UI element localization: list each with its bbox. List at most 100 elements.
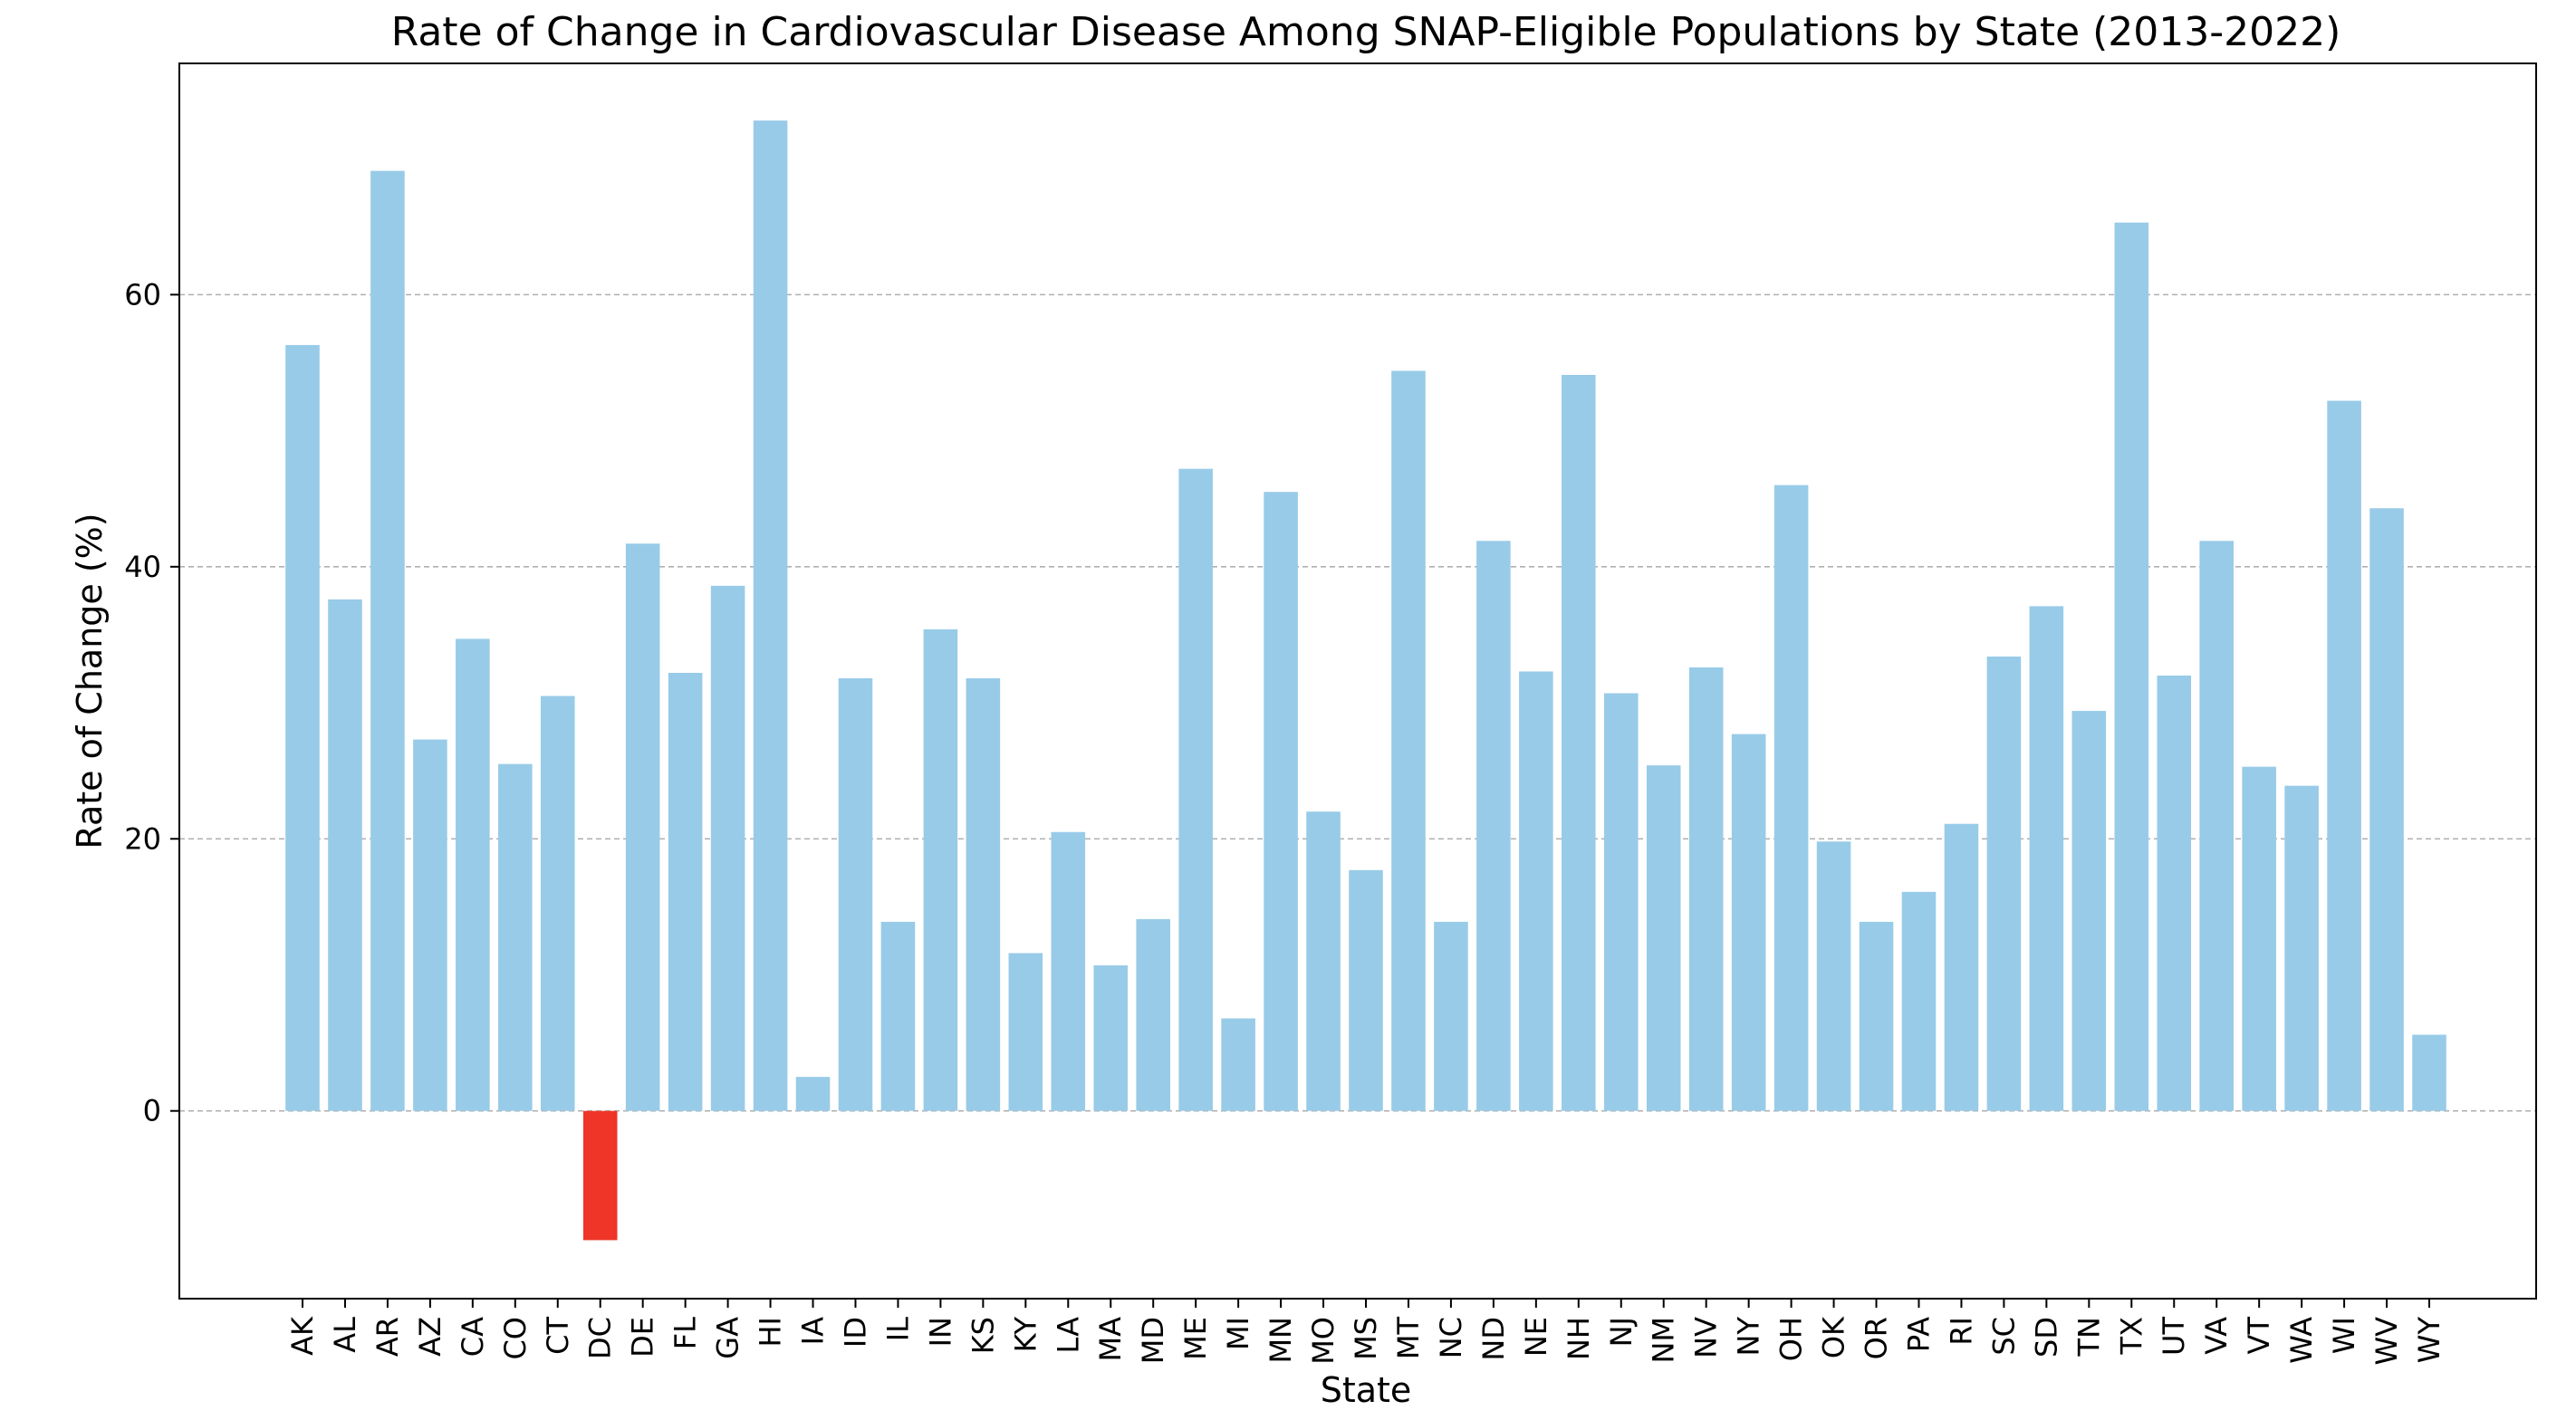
- y-tick-label: 60: [124, 277, 161, 312]
- x-tick-label: NH: [1562, 1317, 1596, 1360]
- x-tick-label: DC: [583, 1317, 618, 1359]
- bar-fl: [668, 672, 703, 1111]
- bar-ct: [540, 696, 575, 1111]
- x-tick-label: TN: [2071, 1317, 2106, 1357]
- bar-mt: [1391, 370, 1426, 1111]
- x-tick-label: SD: [2029, 1317, 2063, 1358]
- x-tick-label: NV: [1689, 1317, 1724, 1358]
- y-axis-ticks: 0 20 40 60: [124, 277, 179, 1128]
- x-tick-label: MT: [1391, 1317, 1426, 1360]
- bar-ky: [1008, 953, 1043, 1111]
- x-tick-label: SC: [1986, 1317, 2021, 1356]
- x-tick-label: WA: [2284, 1317, 2319, 1364]
- x-tick-label: FL: [668, 1317, 703, 1349]
- bar-nm: [1646, 765, 1681, 1111]
- chart-title: Rate of Change in Cardiovascular Disease…: [391, 9, 2341, 55]
- bar-ar: [370, 170, 405, 1111]
- y-axis-label: Rate of Change (%): [70, 513, 110, 849]
- x-tick-label: MI: [1221, 1317, 1255, 1350]
- bar-vt: [2242, 766, 2276, 1111]
- x-tick-label: UT: [2157, 1317, 2191, 1356]
- x-tick-label: AZ: [413, 1317, 447, 1357]
- bar-oh: [1773, 485, 1809, 1111]
- bar-ga: [710, 585, 745, 1111]
- bar-mo: [1306, 811, 1341, 1111]
- bar-nj: [1603, 693, 1639, 1111]
- x-tick-label: ME: [1178, 1317, 1213, 1360]
- x-tick-label: OK: [1817, 1316, 1851, 1358]
- bar-ut: [2157, 675, 2192, 1111]
- x-tick-label: VT: [2242, 1317, 2276, 1355]
- bar-de: [625, 543, 660, 1111]
- bar-wi: [2327, 400, 2361, 1111]
- x-tick-label: GA: [711, 1317, 745, 1359]
- x-tick-label: NC: [1434, 1317, 1468, 1358]
- bar-ca: [456, 638, 490, 1111]
- x-tick-label: HI: [754, 1317, 788, 1348]
- x-tick-label: RI: [1944, 1317, 1978, 1346]
- bar-nc: [1434, 921, 1468, 1111]
- bar-in: [923, 628, 958, 1111]
- bar-dc: [582, 1110, 618, 1241]
- bar-ms: [1349, 869, 1383, 1111]
- x-tick-label: CO: [498, 1317, 533, 1360]
- bar-wa: [2284, 785, 2319, 1111]
- x-tick-label: NJ: [1604, 1317, 1639, 1347]
- bar-ok: [1816, 841, 1851, 1111]
- bar-nh: [1562, 375, 1596, 1111]
- x-axis-label: State: [1321, 1370, 1412, 1410]
- bar-ri: [1944, 823, 1979, 1111]
- x-tick-label: VA: [2199, 1317, 2234, 1355]
- y-tick-label: 0: [143, 1094, 161, 1128]
- bar-az: [413, 739, 447, 1111]
- bar-ia: [795, 1077, 831, 1111]
- bar-sd: [2029, 606, 2064, 1111]
- x-tick-label: NE: [1519, 1317, 1553, 1357]
- x-tick-label: DE: [626, 1317, 660, 1358]
- x-tick-label: NY: [1732, 1317, 1766, 1357]
- x-tick-label: AR: [370, 1317, 405, 1357]
- bar-or: [1859, 921, 1894, 1111]
- x-tick-label: MD: [1136, 1317, 1170, 1364]
- x-tick-label: OH: [1774, 1317, 1809, 1361]
- x-tick-label: IN: [923, 1317, 957, 1347]
- bar-ny: [1731, 734, 1766, 1111]
- x-tick-label: MO: [1306, 1317, 1341, 1365]
- bar-sc: [1986, 656, 2022, 1111]
- bar-md: [1136, 918, 1170, 1111]
- bar-nd: [1476, 541, 1511, 1111]
- bar-pa: [1901, 891, 1937, 1111]
- bar-al: [328, 599, 362, 1111]
- bars: [285, 120, 2446, 1241]
- x-tick-label: MS: [1349, 1317, 1383, 1360]
- bar-il: [880, 921, 916, 1111]
- x-tick-label: MN: [1264, 1317, 1298, 1364]
- x-tick-label: CA: [456, 1317, 490, 1357]
- x-tick-label: KS: [966, 1317, 1000, 1354]
- bar-hi: [753, 120, 788, 1111]
- bar-ak: [285, 344, 320, 1111]
- x-tick-label: LA: [1051, 1317, 1085, 1354]
- x-tick-label: ND: [1476, 1317, 1511, 1361]
- y-tick-label: 20: [124, 821, 161, 856]
- bar-tn: [2071, 711, 2107, 1111]
- bar-me: [1178, 468, 1213, 1111]
- bar-wv: [2369, 508, 2404, 1111]
- x-tick-label: ID: [838, 1317, 872, 1348]
- bar-mi: [1221, 1018, 1255, 1111]
- x-tick-label: OR: [1860, 1317, 1894, 1359]
- x-tick-label: IA: [796, 1317, 831, 1345]
- x-tick-label: WY: [2412, 1317, 2446, 1364]
- x-tick-label: AK: [285, 1316, 320, 1356]
- x-axis-ticks: AK AL AR AZ CA CO CT DC DE FL GA HI IA ID IL IN KS KY LA MA…: [285, 1299, 2446, 1366]
- bar-la: [1051, 831, 1086, 1111]
- x-tick-label: IL: [880, 1317, 915, 1341]
- bar-ks: [966, 677, 1001, 1111]
- bar-id: [838, 677, 873, 1111]
- plot-frame: [178, 62, 2537, 1300]
- x-tick-label: KY: [1008, 1317, 1043, 1353]
- x-tick-label: WI: [2327, 1317, 2361, 1354]
- x-tick-label: AL: [328, 1317, 362, 1353]
- bar-co: [498, 763, 533, 1111]
- x-tick-label: CT: [541, 1317, 575, 1355]
